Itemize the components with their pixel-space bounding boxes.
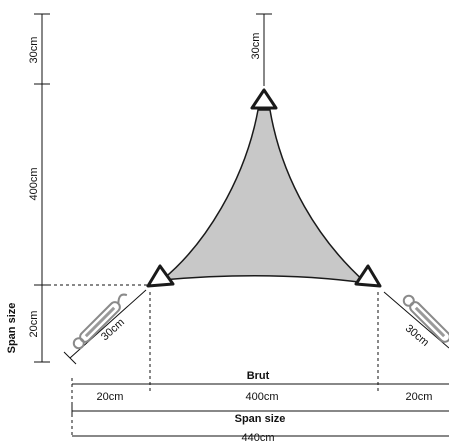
corner-ring-icon xyxy=(250,88,278,110)
label-height-400cm: 400cm xyxy=(28,167,40,200)
label-total-440cm: 440cm xyxy=(241,432,274,441)
label-left-20cm: 20cm xyxy=(28,311,40,338)
label-top-center-30cm: 30cm xyxy=(250,33,262,60)
corner-ring-icon xyxy=(354,264,382,288)
turnbuckle-icon xyxy=(72,293,128,350)
label-span-size-vertical: Span size xyxy=(6,303,18,354)
tick xyxy=(63,351,77,365)
corner-ring-icon xyxy=(146,264,175,288)
label-top-left-30cm: 30cm xyxy=(28,37,40,64)
triangular-shade-sail xyxy=(161,109,367,284)
label-bottom-400cm: 400cm xyxy=(245,391,278,403)
label-bottom-left-20cm: 20cm xyxy=(97,391,124,403)
label-bottom-right-20cm: 20cm xyxy=(406,391,433,403)
label-span-size-horizontal: Span size xyxy=(235,413,286,425)
right-diagonal-dimension-line xyxy=(383,291,449,349)
label-brut: Brut xyxy=(247,370,270,382)
